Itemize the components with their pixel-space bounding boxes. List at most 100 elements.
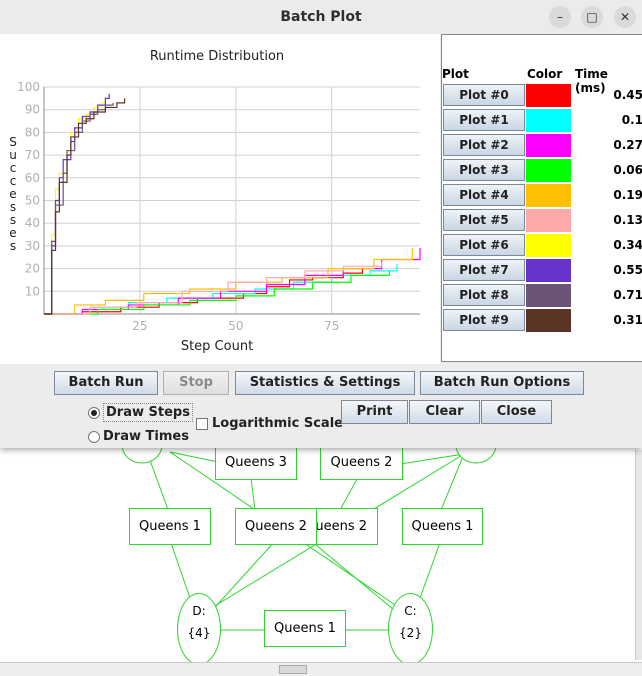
- node-c[interactable]: C: {2}: [388, 593, 433, 665]
- legend-time-value: 0.71: [613, 288, 642, 302]
- legend-row: Plot #2 0.27: [442, 133, 642, 158]
- series-line: [44, 248, 413, 315]
- statistics-settings-button[interactable]: Statistics & Settings: [235, 371, 415, 395]
- maximize-button[interactable]: □: [581, 6, 603, 28]
- y-axis-label-letter: e: [9, 226, 16, 240]
- legend-time-value: 0.19: [613, 188, 642, 202]
- chart-grid: [43, 86, 420, 315]
- legend-time-value: 0.06: [613, 163, 642, 177]
- clear-button[interactable]: Clear: [409, 400, 480, 424]
- logarithmic-scale-label: Logarithmic Scale: [212, 416, 343, 431]
- graph-edge: [207, 539, 277, 616]
- horizontal-scrollbar[interactable]: [0, 662, 642, 676]
- y-tick-label: 30: [25, 239, 40, 253]
- y-tick-label: 80: [25, 125, 40, 139]
- x-tick-label: 75: [324, 319, 339, 333]
- legend-plot-button[interactable]: Plot #7: [443, 259, 525, 281]
- node-queens1-bottom[interactable]: Queens 1: [264, 610, 346, 647]
- legend-row: Plot #4 0.19: [442, 183, 642, 208]
- legend-color-swatch: [526, 109, 571, 132]
- graph-edge: [146, 451, 171, 516]
- legend-color-swatch: [526, 309, 571, 332]
- legend-color-swatch: [526, 259, 571, 282]
- legend-color-swatch: [526, 234, 571, 257]
- runtime-distribution-chart: Runtime Distribution Step Count Successe…: [9, 49, 421, 354]
- minimize-icon: –: [557, 10, 563, 24]
- legend-plot-button[interactable]: Plot #5: [443, 209, 525, 231]
- y-tick-label: 70: [25, 148, 40, 162]
- legend-plot-button[interactable]: Plot #1: [443, 109, 525, 131]
- legend-row: Plot #6 0.34: [442, 233, 642, 258]
- legend-row: Plot #9 0.31: [442, 308, 642, 333]
- series-line: [44, 93, 110, 315]
- y-axis-label-letter: c: [10, 161, 17, 175]
- y-tick-label: 90: [25, 103, 40, 117]
- legend-row: Plot #0 0.45: [442, 83, 642, 108]
- legend-plot-button[interactable]: Plot #4: [443, 184, 525, 206]
- legend-time-value: 0.1: [621, 113, 642, 127]
- legend-color-swatch: [526, 184, 571, 207]
- chart-series: [44, 93, 421, 315]
- legend-plot-button[interactable]: Plot #2: [443, 134, 525, 156]
- legend-color-swatch: [526, 134, 571, 157]
- series-line: [44, 270, 390, 315]
- legend-row: Plot #8 0.71: [442, 283, 642, 308]
- legend-plot-button[interactable]: Plot #9: [443, 309, 525, 331]
- legend-plot-button[interactable]: Plot #0: [443, 84, 525, 106]
- graph-edge: [309, 539, 401, 616]
- y-tick-label: 20: [25, 262, 40, 276]
- y-axis-label-letter: s: [10, 213, 16, 227]
- x-tick-label: 25: [132, 319, 147, 333]
- graph-edge: [169, 539, 191, 599]
- legend-plot-button[interactable]: Plot #6: [443, 234, 525, 256]
- legend-header-color: Color: [527, 67, 563, 81]
- legend-row: Plot #3 0.06: [442, 158, 642, 183]
- stop-button[interactable]: Stop: [163, 371, 229, 395]
- y-tick-label: 100: [17, 80, 40, 94]
- y-axis-label-letter: u: [9, 148, 17, 162]
- minimize-button[interactable]: –: [549, 6, 571, 28]
- draw-times-radio[interactable]: Draw Times: [88, 428, 190, 446]
- close-window-button[interactable]: ✕: [614, 6, 636, 28]
- legend-time-value: 0.34: [613, 238, 642, 252]
- legend-time-value: 0.31: [613, 313, 642, 327]
- legend-plot-button[interactable]: Plot #3: [443, 159, 525, 181]
- radio-selected-icon: [88, 407, 100, 419]
- close-button[interactable]: Close: [481, 400, 552, 424]
- node-queens1-left[interactable]: Queens 1: [129, 508, 211, 545]
- series-line: [44, 98, 126, 315]
- node-queens3[interactable]: Queens 3: [215, 445, 297, 480]
- node-queens2-mid[interactable]: Queens 2: [235, 508, 317, 545]
- chart-title: Runtime Distribution: [150, 49, 284, 64]
- graph-edge: [419, 539, 442, 599]
- title-bar[interactable]: Batch Plot – □ ✕: [0, 0, 642, 34]
- logarithmic-scale-checkbox[interactable]: [196, 418, 208, 430]
- legend-color-swatch: [526, 284, 571, 307]
- node-d[interactable]: D: {4}: [177, 593, 221, 665]
- node-queens1-right[interactable]: Queens 1: [402, 508, 483, 545]
- vertical-scrollbar[interactable]: [635, 450, 642, 660]
- y-axis-label-letter: s: [10, 239, 16, 253]
- legend-row: Plot #7 0.55: [442, 258, 642, 283]
- radio-unselected-icon: [88, 431, 100, 443]
- y-tick-label: 40: [25, 216, 40, 230]
- series-line: [44, 261, 383, 315]
- node-queens2-top[interactable]: Queens 2: [320, 445, 403, 480]
- chart-ticks: 10 20 30 40 50 60 70 80 90 100 25 50 75: [17, 80, 339, 333]
- graph-edge: [440, 453, 465, 511]
- y-axis-label-letter: s: [10, 200, 16, 214]
- print-button[interactable]: Print: [341, 400, 408, 424]
- x-tick-label: 50: [228, 319, 243, 333]
- batch-run-button[interactable]: Batch Run: [54, 371, 158, 395]
- y-tick-label: 50: [25, 194, 40, 208]
- legend-time-value: 0.13: [613, 213, 642, 227]
- legend-color-swatch: [526, 209, 571, 232]
- legend-plot-button[interactable]: Plot #8: [443, 284, 525, 306]
- scrollbar-thumb[interactable]: [279, 665, 307, 674]
- legend-row: Plot #1 0.1: [442, 108, 642, 133]
- draw-steps-radio[interactable]: Draw Steps: [88, 403, 193, 422]
- batch-run-options-button[interactable]: Batch Run Options: [420, 371, 584, 395]
- legend-header-plot: Plot: [442, 67, 469, 81]
